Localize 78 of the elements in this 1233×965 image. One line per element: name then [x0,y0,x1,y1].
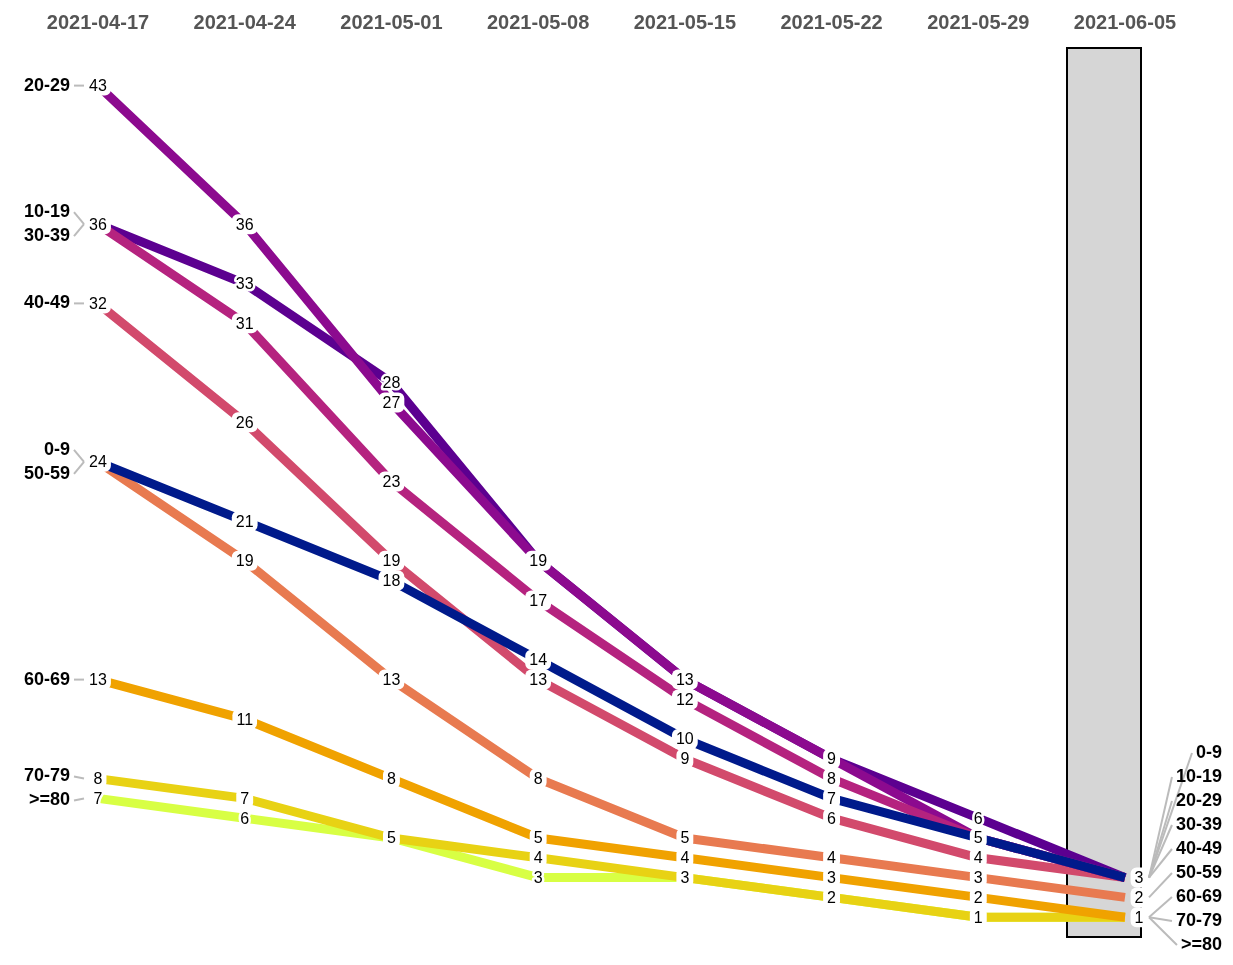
x-tick-label: 2021-05-15 [633,10,737,33]
data-label: 8 [386,770,396,788]
data-label: 2 [973,888,983,906]
data-label: 13 [382,671,401,689]
x-tick-label: 2021-04-24 [193,10,297,33]
series-label: 60-69 [23,668,70,689]
data-label: 31 [235,314,254,332]
data-label: 11 [236,710,254,728]
data-label: 13 [675,671,694,689]
data-label: 5 [680,829,690,847]
data-label: 7 [827,789,837,807]
data-label: 6 [240,809,250,827]
text: >=80 [1180,933,1222,954]
data-label: 13 [529,671,548,689]
data-label: 43 [89,77,107,95]
data-label: 4 [827,849,837,867]
data-label: 36 [89,215,107,233]
data-label: 17 [529,591,548,609]
series-label: >=80 [28,789,70,810]
data-label: 3 [1134,869,1144,887]
data-label: 36 [235,215,254,233]
data-label: 7 [93,789,103,807]
series-label: 0-9 [43,438,70,459]
data-label: 23 [382,473,401,491]
x-tick-label: 2021-04-17 [46,10,150,33]
data-label: 7 [240,789,250,807]
data-label: 1 [973,908,983,926]
text: 60-69 [1175,885,1222,906]
data-label: 32 [89,294,107,312]
series-label: 20-29 [23,74,70,95]
data-label: 5 [386,829,396,847]
data-label: 10 [675,730,694,748]
data-label: 4 [680,849,690,867]
text: 30-39 [1175,813,1222,834]
text: 70-79 [1175,909,1222,930]
x-tick-label: 2021-05-01 [340,10,443,33]
data-label: 9 [827,750,837,768]
x-tick-label: 2021-05-08 [486,10,590,33]
series-label: 70-79 [23,765,70,786]
data-label: 27 [382,393,401,411]
data-label: 1 [1134,908,1144,926]
data-label: 24 [89,453,107,471]
data-label: 8 [533,770,543,788]
text: 40-49 [1175,837,1222,858]
data-label: 21 [235,512,254,530]
x-tick-label: 2021-05-29 [927,10,1030,33]
data-label: 2 [1134,888,1144,906]
data-label: 3 [680,869,690,887]
data-label: 14 [529,651,548,669]
x-tick-label: 2021-06-05 [1073,10,1177,33]
data-label: 5 [973,829,983,847]
data-label: 3 [827,869,837,887]
series-label: 40-49 [23,292,70,313]
data-label: 4 [973,849,983,867]
data-label: 19 [235,552,254,570]
series-label: 50-59 [23,462,70,483]
series-label: 30-39 [23,225,70,246]
data-label: 2 [827,888,837,906]
data-label: 6 [827,809,837,827]
data-label: 8 [93,770,103,788]
data-label: 13 [89,671,107,689]
data-label: 3 [973,869,983,887]
text: 0-9 [1195,741,1222,762]
data-label: 26 [235,413,254,431]
data-label: 19 [382,552,401,570]
text: 50-59 [1175,861,1222,882]
text: 10-19 [1175,765,1222,786]
x-tick-label: 2021-05-22 [780,10,883,33]
data-label: 5 [533,829,543,847]
data-label: 4 [533,849,543,867]
text: 20-29 [1175,789,1222,810]
data-label: 9 [680,750,690,768]
data-label: 18 [382,572,401,590]
data-label: 8 [827,770,837,788]
series-label: 10-19 [23,201,70,222]
data-label: 19 [529,552,548,570]
data-label: 3 [533,869,543,887]
data-label: 12 [675,690,694,708]
